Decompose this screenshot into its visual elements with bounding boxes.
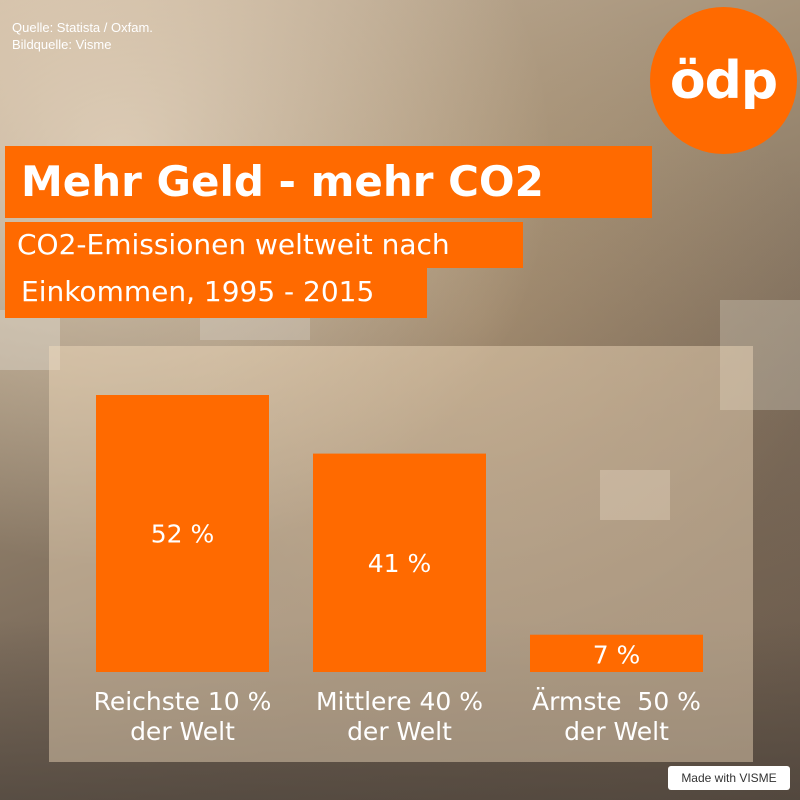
background-building	[720, 300, 800, 410]
oedp-logo: ödp	[650, 7, 797, 154]
chart-title: Mehr Geld - mehr CO2	[5, 146, 652, 218]
bar-1	[96, 395, 269, 672]
background-building	[0, 310, 60, 370]
category-label: der Welt	[130, 717, 235, 746]
logo-text: ödp	[669, 50, 778, 111]
category-label: Ärmste 50 %	[532, 687, 701, 716]
made-with-visme-badge[interactable]: Made with VISME	[668, 766, 790, 790]
bar-2	[313, 453, 486, 672]
category-label: der Welt	[564, 717, 669, 746]
category-label: Reichste 10 %	[94, 687, 272, 716]
background-building	[600, 470, 670, 520]
chart-subtitle-line1: CO2-Emissionen weltweit nach	[5, 222, 523, 268]
source-line: Quelle: Statista / Oxfam.	[12, 20, 153, 35]
bar-value-label: 7 %	[593, 640, 641, 669]
category-label: Mittlere 40 %	[316, 687, 483, 716]
bar-3	[530, 634, 703, 672]
bar-value-label: 41 %	[368, 549, 432, 578]
chart-subtitle-line2: Einkommen, 1995 - 2015	[5, 268, 427, 318]
source-credits: Quelle: Statista / Oxfam. Bildquelle: Vi…	[12, 19, 153, 53]
bar-value-label: 52 %	[151, 520, 215, 549]
category-label: der Welt	[347, 717, 452, 746]
image-source-line: Bildquelle: Visme	[12, 37, 112, 52]
